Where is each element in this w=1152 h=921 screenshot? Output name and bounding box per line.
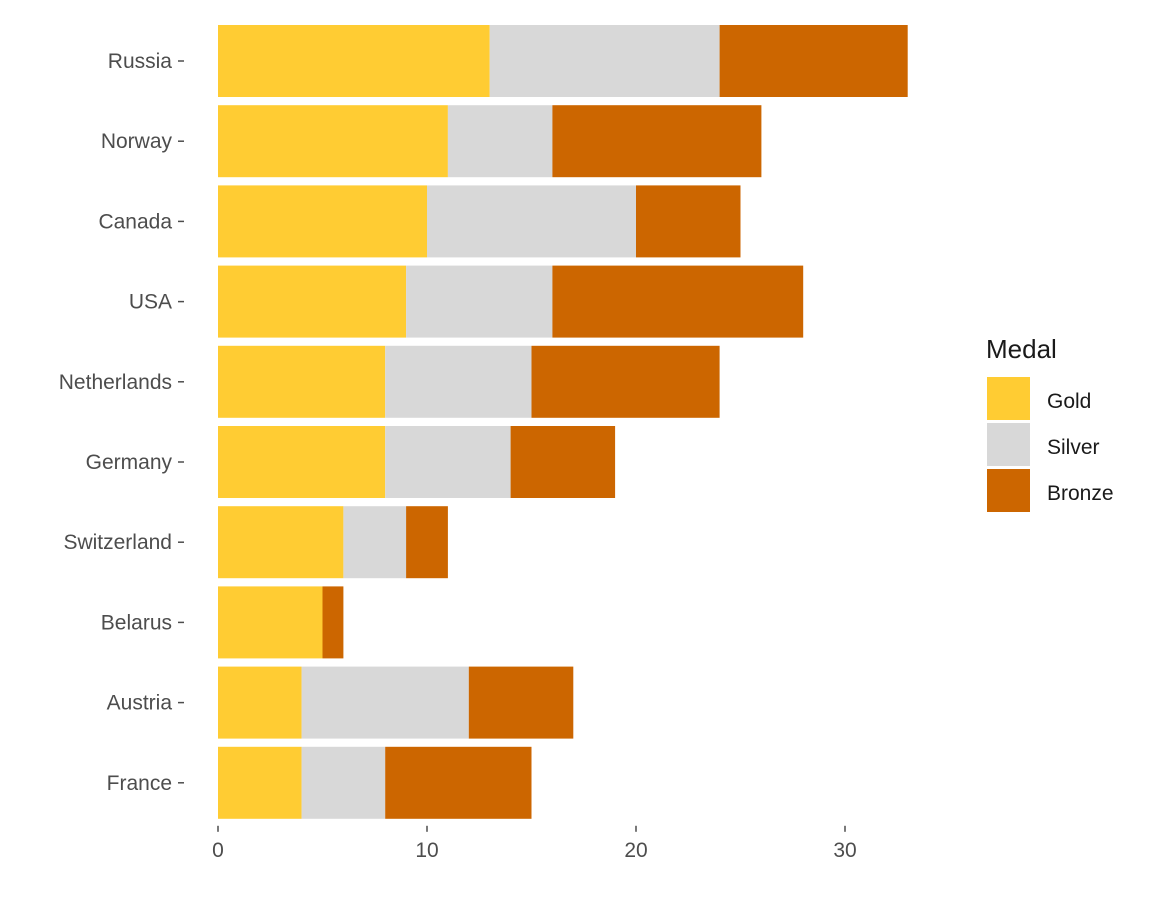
y-tick-label: Germany [86, 451, 173, 474]
bar-bronze-belarus [322, 586, 344, 659]
bar-silver-germany [385, 426, 511, 498]
y-tick-label: Canada [98, 210, 172, 233]
bar-silver-france [301, 746, 386, 819]
x-axis: 0 10 20 30 [212, 825, 857, 862]
bar-bronze-norway [552, 105, 762, 178]
bar-bronze-austria [468, 666, 574, 739]
legend-swatch-silver [987, 423, 1030, 466]
bar-gold-france [218, 746, 302, 819]
bar-bronze-germany [510, 426, 616, 498]
y-axis: Russia Norway Canada USA Netherlands Germany S… [59, 50, 184, 795]
legend-swatch-gold [987, 377, 1030, 420]
bar-bronze-canada [636, 185, 741, 258]
y-tick-label: Netherlands [59, 371, 172, 394]
legend-swatch-bronze [987, 469, 1030, 512]
bar-silver-netherlands [385, 345, 532, 418]
legend-title: Medal [986, 334, 1057, 364]
x-tick-label: 20 [624, 839, 647, 862]
bar-silver-canada [427, 185, 636, 258]
bar-gold-switzerland [218, 506, 344, 579]
bar-bronze-switzerland [406, 506, 448, 579]
bar-silver-norway [447, 105, 553, 178]
bar-gold-netherlands [218, 345, 386, 418]
legend-label-bronze: Bronze [1047, 482, 1114, 505]
bar-gold-usa [218, 265, 407, 338]
x-tick-label: 0 [212, 839, 224, 862]
bar-gold-russia [218, 25, 490, 97]
y-tick-label: USA [129, 291, 172, 314]
legend-label-gold: Gold [1047, 390, 1091, 413]
bar-gold-norway [218, 105, 448, 178]
bar-silver-usa [406, 265, 553, 338]
y-tick-label: Russia [108, 50, 173, 73]
y-tick-label: Austria [107, 692, 173, 715]
y-tick-label: France [107, 772, 172, 795]
bar-silver-russia [489, 25, 720, 97]
legend-label-silver: Silver [1047, 436, 1100, 459]
bar-bronze-russia [719, 25, 908, 97]
y-tick-label: Norway [101, 130, 173, 153]
y-tick-label: Switzerland [63, 531, 172, 554]
x-tick-label: 30 [833, 839, 856, 862]
bar-gold-austria [218, 666, 302, 739]
bar-bronze-netherlands [531, 345, 720, 418]
bar-bronze-france [385, 746, 532, 819]
bar-gold-germany [218, 426, 386, 498]
y-tick-label: Belarus [101, 611, 172, 634]
bar-silver-switzerland [343, 506, 407, 579]
bar-bronze-usa [552, 265, 804, 338]
bar-gold-belarus [218, 586, 323, 659]
legend: Medal Gold Silver Bronze [986, 334, 1114, 512]
bar-gold-canada [218, 185, 427, 258]
bars-layer [218, 25, 908, 819]
x-tick-label: 10 [415, 839, 438, 862]
bar-silver-austria [301, 666, 469, 739]
